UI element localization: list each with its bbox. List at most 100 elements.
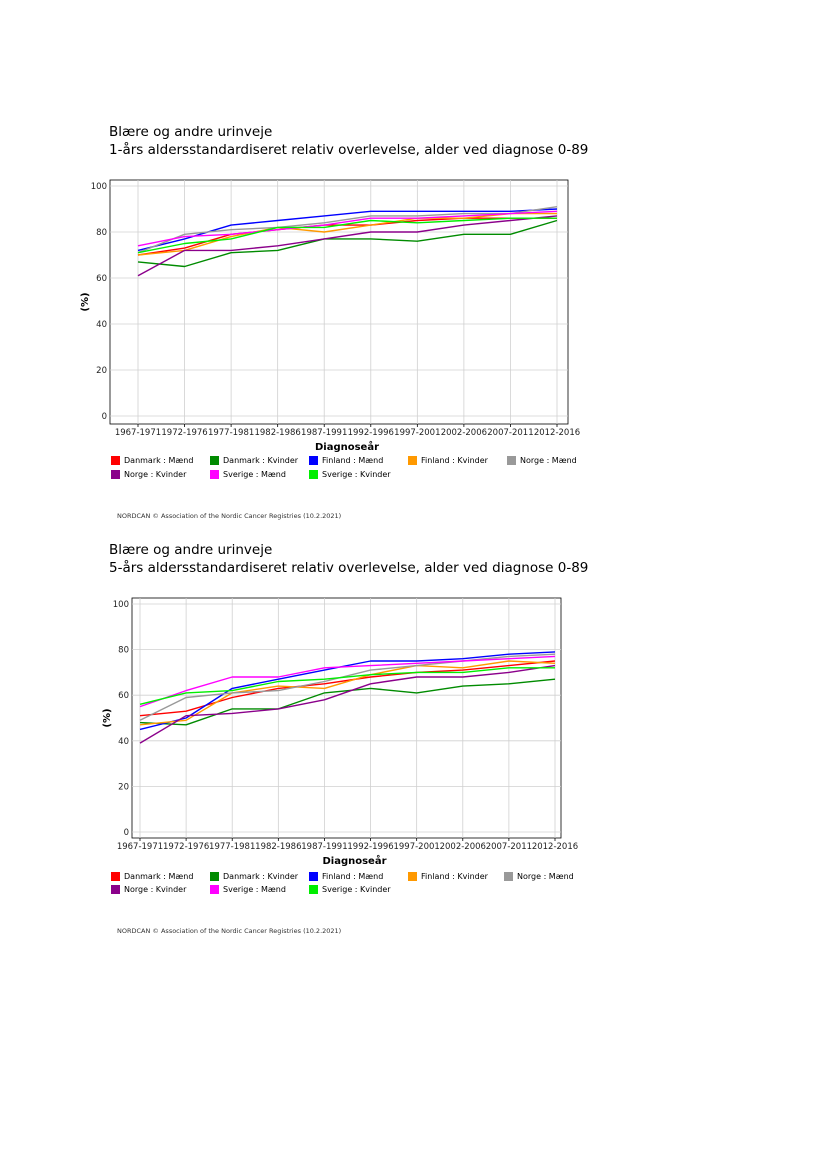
legend-swatch <box>504 872 513 881</box>
legend-label: Danmark : Kvinder <box>223 456 299 465</box>
x-tick-label: 1982-1986 <box>254 428 300 438</box>
series-line <box>139 667 555 705</box>
legend-swatch <box>111 470 120 479</box>
x-tick-label: 1972-1976 <box>163 842 209 852</box>
x-tick-label: 2012-2016 <box>532 842 578 852</box>
legend-item: Norge : Kvinder <box>111 885 186 894</box>
legend-swatch <box>309 470 318 479</box>
y-tick-label: 100 <box>113 600 129 610</box>
series-line <box>139 660 556 726</box>
x-tick-label: 1992-1996 <box>347 842 393 852</box>
x-tick-label: 1972-1976 <box>161 428 207 438</box>
legend-swatch <box>408 872 417 881</box>
legend-swatch <box>507 456 516 465</box>
x-tick-label: 2002-2006 <box>441 428 487 438</box>
legend-label: Finland : Mænd <box>322 872 384 881</box>
x-tick-label: 1997-2001 <box>393 842 439 852</box>
legend-label: Sverige : Kvinder <box>322 470 391 479</box>
y-tick-label: 0 <box>102 412 107 422</box>
legend-label: Sverige : Mænd <box>223 885 286 894</box>
x-tick-label: 2012-2016 <box>534 428 580 438</box>
legend-label: Sverige : Mænd <box>223 470 286 479</box>
legend-swatch <box>309 456 318 465</box>
footer-credit: NORDCAN © Association of the Nordic Canc… <box>117 512 342 520</box>
y-axis-label: (%) <box>80 292 91 311</box>
series-line <box>139 651 556 731</box>
chart-subtitle: 5-års aldersstandardiseret relativ overl… <box>109 560 589 576</box>
plot-frame <box>131 597 562 839</box>
legend-item: Finland : Mænd <box>309 456 383 465</box>
series-line <box>139 655 556 708</box>
x-tick-label: 1987-1991 <box>301 428 347 438</box>
legend-item: Danmark : Mænd <box>111 872 193 881</box>
legend-item: Norge : Mænd <box>504 872 574 881</box>
y-tick-label: 20 <box>118 782 129 792</box>
x-tick-label: 1977-1981 <box>208 428 254 438</box>
chart-title: Blære og andre urinveje <box>109 542 273 558</box>
footer-credit: NORDCAN © Association of the Nordic Canc… <box>117 927 342 935</box>
series-line <box>139 678 556 726</box>
legend-label: Finland : Mænd <box>322 456 384 465</box>
legend-swatch <box>111 885 120 894</box>
series-line <box>139 660 556 717</box>
y-tick-label: 20 <box>96 366 107 376</box>
y-tick-label: 0 <box>124 828 129 838</box>
y-tick-label: 60 <box>118 691 129 701</box>
legend-item: Finland : Kvinder <box>408 456 488 465</box>
series-line <box>137 217 557 254</box>
y-tick-label: 40 <box>118 737 129 747</box>
legend-item: Sverige : Kvinder <box>309 470 391 479</box>
y-tick-label: 80 <box>96 228 107 238</box>
x-tick-label: 1997-2001 <box>394 428 440 438</box>
legend-label: Finland : Kvinder <box>421 872 488 881</box>
legend-swatch <box>408 456 417 465</box>
legend-swatch <box>210 456 219 465</box>
series-line <box>137 219 558 268</box>
series-line <box>139 664 556 744</box>
legend-label: Finland : Kvinder <box>421 456 488 465</box>
y-tick-label: 60 <box>96 274 107 284</box>
x-tick-label: 1987-1991 <box>301 842 347 852</box>
legend-item: Danmark : Kvinder <box>210 456 298 465</box>
series-line <box>137 206 558 254</box>
legend-item: Sverige : Mænd <box>210 470 286 479</box>
y-axis-label: (%) <box>102 708 113 727</box>
x-axis-label: Diagnoseår <box>322 854 386 867</box>
chart-title: Blære og andre urinveje <box>109 124 273 140</box>
legend-swatch <box>111 456 120 465</box>
legend-item: Danmark : Mænd <box>111 456 193 465</box>
legend-label: Norge : Kvinder <box>124 470 187 479</box>
y-tick-label: 80 <box>118 646 129 656</box>
chart-2-legend: Danmark : Mænd Danmark : Kvinder Finland… <box>111 872 591 902</box>
legend-label: Sverige : Kvinder <box>322 885 391 894</box>
legend-item: Danmark : Kvinder <box>210 872 298 881</box>
legend-swatch <box>111 872 120 881</box>
x-tick-label: 1992-1996 <box>348 428 394 438</box>
legend-label: Danmark : Mænd <box>124 872 194 881</box>
legend-swatch <box>309 872 318 881</box>
legend-swatch <box>210 885 219 894</box>
x-tick-label: 1982-1986 <box>255 842 301 852</box>
x-tick-label: 2002-2006 <box>440 842 486 852</box>
legend-label: Norge : Mænd <box>520 456 577 465</box>
series-line <box>139 653 556 721</box>
legend-item: Sverige : Mænd <box>210 885 286 894</box>
legend-item: Norge : Mænd <box>507 456 577 465</box>
series-line <box>137 210 558 247</box>
chart-subtitle: 1-års aldersstandardiseret relativ overl… <box>109 142 589 158</box>
series-line <box>137 215 558 277</box>
legend-item: Norge : Kvinder <box>111 470 186 479</box>
legend-label: Norge : Kvinder <box>124 885 187 894</box>
legend-swatch <box>210 470 219 479</box>
x-axis-label: Diagnoseår <box>315 440 379 453</box>
legend-item: Finland : Mænd <box>309 872 383 881</box>
legend-item: Sverige : Kvinder <box>309 885 391 894</box>
x-tick-label: 1977-1981 <box>209 842 255 852</box>
x-tick-label: 2007-2011 <box>487 428 533 438</box>
legend-swatch <box>309 885 318 894</box>
legend-label: Norge : Mænd <box>517 872 574 881</box>
x-tick-label: 2007-2011 <box>486 842 532 852</box>
legend-label: Danmark : Mænd <box>124 456 194 465</box>
